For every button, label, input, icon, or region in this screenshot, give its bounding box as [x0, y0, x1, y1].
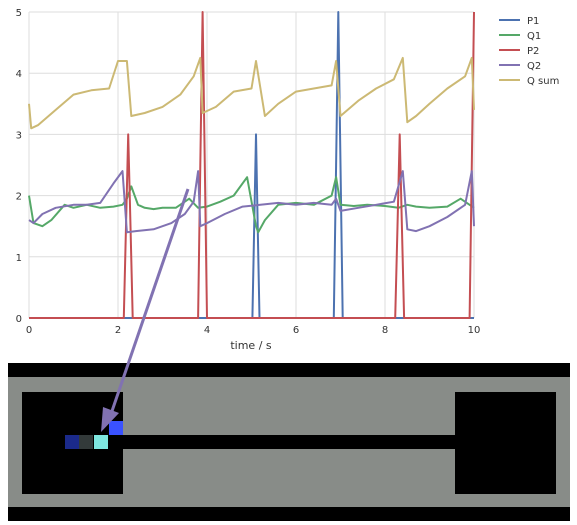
series-line-q2 [28, 170, 475, 234]
x-tick-label: 8 [382, 325, 388, 336]
grid-lines [28, 11, 475, 319]
legend: P1 Q1 P2 Q2 Q sum [499, 16, 559, 87]
legend-label: P2 [527, 46, 539, 57]
simulation-panel [8, 363, 570, 521]
y-tick-label: 4 [16, 69, 22, 80]
x-tick-label: 4 [204, 325, 210, 336]
legend-label: Q sum [527, 76, 559, 87]
simulation-canvas [8, 377, 570, 507]
legend-label: Q2 [527, 61, 541, 72]
legend-label: P1 [527, 16, 539, 27]
x-tick-label: 10 [468, 325, 481, 336]
particle [79, 435, 93, 449]
x-tick-label: 2 [115, 325, 121, 336]
line-chart: 0 2 4 6 8 10 0 1 2 3 4 5 time / s P1 Q1 P2 Q2 Q sum [16, 8, 559, 432]
y-tick-label: 0 [16, 314, 22, 325]
y-tick-label: 2 [16, 192, 22, 203]
arrow-shaft [109, 188, 190, 415]
series-line-p2 [29, 11, 475, 319]
particle [65, 435, 79, 449]
particles [65, 421, 123, 449]
connecting-tube [123, 435, 455, 449]
series-line-q1 [28, 176, 475, 234]
series-line-q-sum [28, 56, 475, 130]
x-tick-label: 0 [26, 325, 32, 336]
right-chamber [455, 392, 556, 494]
x-axis-label: time / s [230, 339, 272, 352]
tick-labels: 0 2 4 6 8 10 0 1 2 3 4 5 [16, 8, 481, 336]
particle [109, 421, 123, 435]
series-line-p1 [29, 11, 474, 319]
x-tick-label: 6 [293, 325, 299, 336]
arrow-head [101, 407, 119, 432]
y-tick-label: 5 [16, 8, 22, 19]
legend-label: Q1 [527, 31, 541, 42]
arrow-annotation [101, 188, 190, 432]
y-tick-label: 1 [16, 253, 22, 264]
series-lines [28, 11, 475, 319]
y-tick-label: 3 [16, 130, 22, 141]
particle [94, 435, 108, 449]
